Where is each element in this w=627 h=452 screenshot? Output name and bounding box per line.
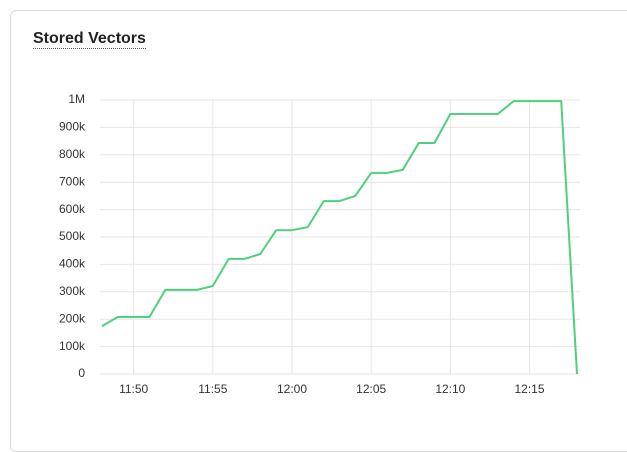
y-tick-label: 1M	[68, 92, 85, 106]
y-tick-label: 500k	[59, 229, 86, 243]
x-tick-label: 12:05	[356, 382, 386, 396]
y-tick-label: 600k	[59, 202, 86, 216]
y-tick-label: 300k	[59, 284, 86, 298]
y-tick-label: 900k	[59, 120, 86, 134]
series-line	[101, 100, 578, 375]
card: Stored Vectors	[10, 10, 627, 452]
y-tick-label: 700k	[59, 174, 86, 188]
x-tick-label: 12:00	[277, 382, 307, 396]
y-tick-label: 100k	[59, 339, 86, 353]
card-title: Stored Vectors	[33, 30, 146, 49]
page: {"chart_data": {"type": "line", "title":…	[10, 10, 627, 452]
x-tick-label: 12:15	[514, 382, 544, 396]
y-tick-label: 800k	[59, 147, 86, 161]
y-tick-label: 0	[78, 366, 85, 380]
x-tick-label: 11:50	[119, 382, 148, 396]
y-tick-label: 200k	[59, 311, 86, 325]
chart: 0 100k 200k 300k 400k 500k 600k 700k 800k 900k 1M 1…	[59, 92, 580, 396]
x-tick-label: 12:10	[435, 382, 465, 396]
y-tick-label: 400k	[59, 257, 86, 271]
x-tick-label: 11:55	[198, 382, 227, 396]
